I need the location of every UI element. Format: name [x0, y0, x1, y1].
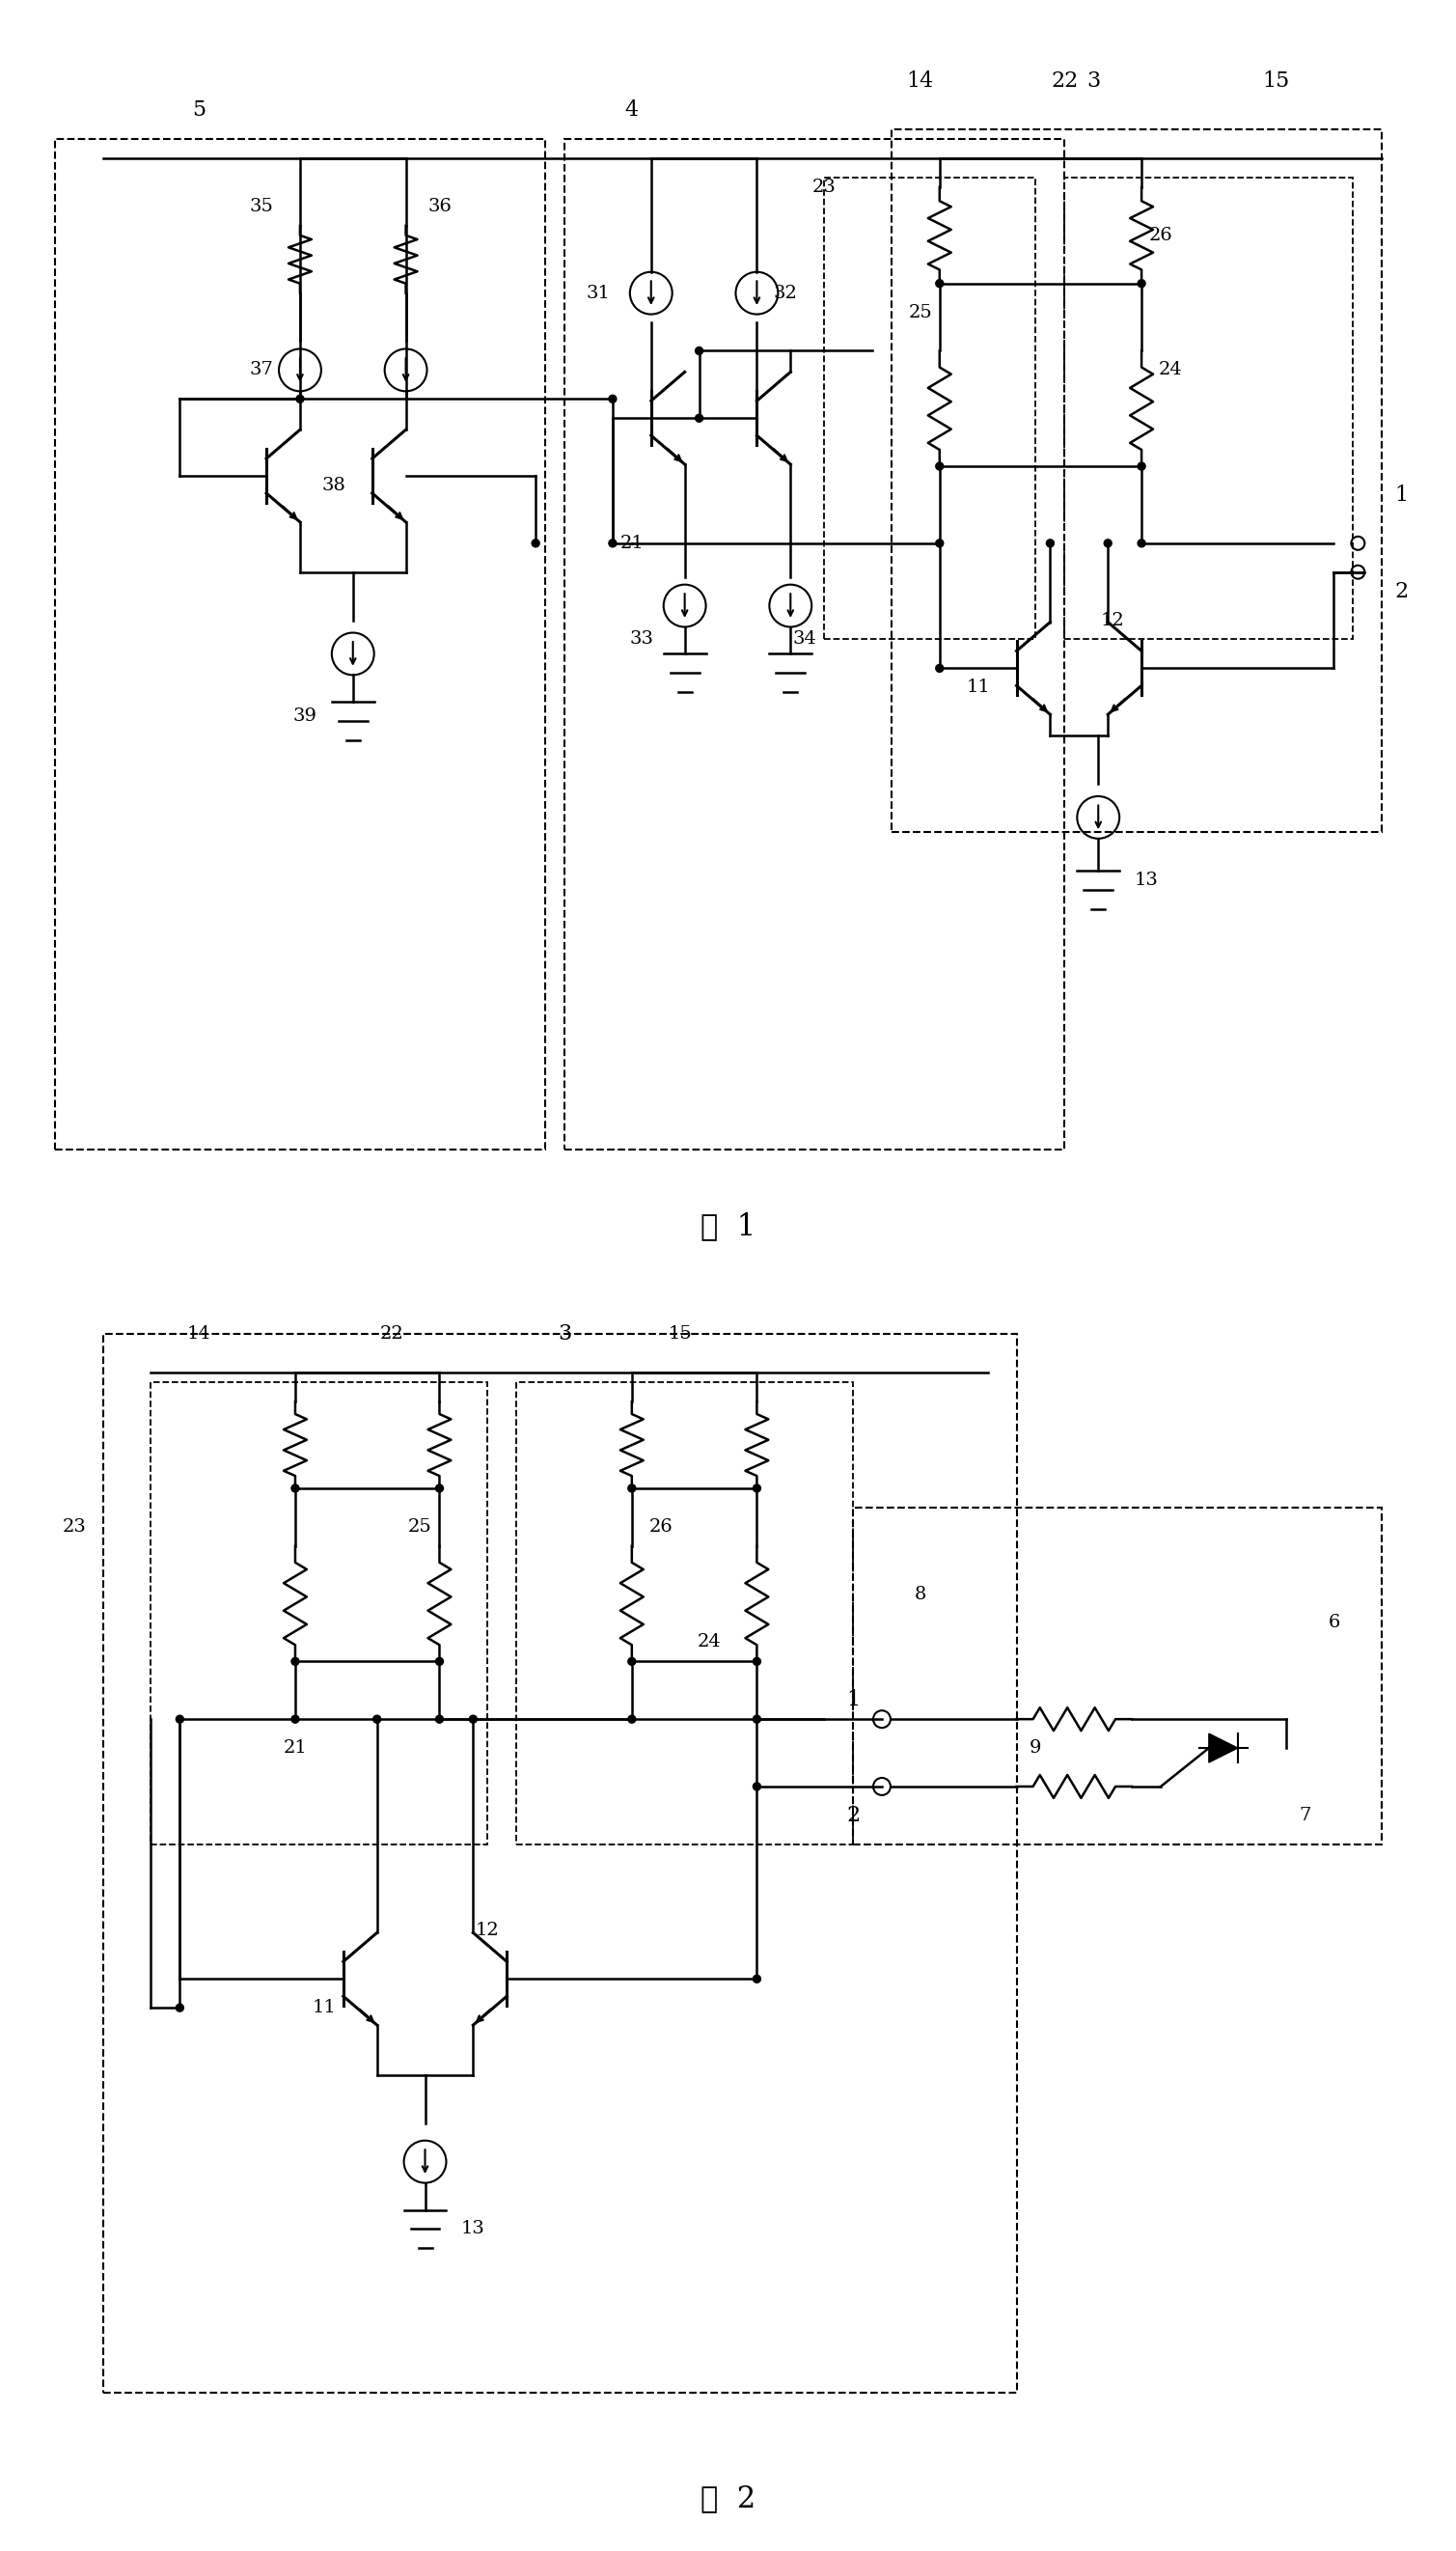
- Text: 24: 24: [697, 1633, 721, 1650]
- Text: 15: 15: [668, 1327, 692, 1342]
- Text: 33: 33: [629, 630, 654, 648]
- Circle shape: [609, 395, 616, 403]
- Text: 21: 21: [284, 1740, 307, 1758]
- Circle shape: [435, 1658, 443, 1666]
- Text: 22: 22: [1051, 71, 1079, 92]
- Circle shape: [936, 663, 943, 671]
- Text: 3: 3: [558, 1324, 571, 1344]
- Bar: [55, 140, 545, 1151]
- Text: 36: 36: [428, 199, 451, 214]
- Text: 5: 5: [192, 99, 205, 120]
- Text: 37: 37: [249, 362, 274, 378]
- Circle shape: [291, 1714, 298, 1722]
- Bar: [103, 1334, 1016, 2393]
- Text: 图  1: 图 1: [700, 1212, 756, 1242]
- Circle shape: [936, 462, 943, 469]
- Circle shape: [296, 395, 304, 403]
- Circle shape: [531, 538, 540, 546]
- Text: 12: 12: [1101, 612, 1124, 630]
- Text: 24: 24: [1159, 362, 1182, 378]
- Text: 11: 11: [312, 2000, 336, 2015]
- Circle shape: [753, 1658, 760, 1666]
- Text: 12: 12: [476, 1921, 499, 1939]
- Bar: [565, 140, 1064, 1151]
- Bar: [151, 1383, 488, 1844]
- Circle shape: [936, 538, 943, 546]
- Text: 13: 13: [462, 2219, 485, 2237]
- Text: 图  2: 图 2: [700, 2485, 756, 2513]
- Polygon shape: [1208, 1735, 1238, 1763]
- Text: 9: 9: [1029, 1740, 1042, 1758]
- Circle shape: [696, 413, 703, 421]
- Circle shape: [753, 1974, 760, 1982]
- Circle shape: [1047, 538, 1054, 546]
- Text: 14: 14: [188, 1327, 211, 1342]
- Text: 23: 23: [63, 1518, 86, 1536]
- Text: 2: 2: [846, 1804, 860, 1827]
- Text: 25: 25: [408, 1518, 432, 1536]
- Text: 35: 35: [249, 199, 274, 214]
- Text: 1: 1: [846, 1689, 860, 1712]
- Text: 38: 38: [322, 477, 345, 495]
- Text: 23: 23: [812, 179, 836, 196]
- Circle shape: [1137, 281, 1146, 288]
- Circle shape: [753, 1714, 760, 1722]
- Text: 7: 7: [1299, 1806, 1310, 1824]
- Text: 8: 8: [914, 1584, 926, 1602]
- Text: 26: 26: [1149, 227, 1172, 245]
- Circle shape: [435, 1485, 443, 1492]
- Text: 1: 1: [1395, 485, 1408, 505]
- Text: 21: 21: [620, 536, 644, 551]
- Circle shape: [696, 347, 703, 355]
- Text: 39: 39: [293, 707, 317, 724]
- Bar: [1064, 179, 1353, 640]
- Text: 31: 31: [587, 283, 610, 301]
- Circle shape: [753, 1783, 760, 1791]
- Bar: [853, 1508, 1382, 1844]
- Bar: [824, 179, 1035, 640]
- Circle shape: [291, 1485, 298, 1492]
- Text: 11: 11: [967, 679, 990, 696]
- Text: 4: 4: [625, 99, 639, 120]
- Circle shape: [1137, 538, 1146, 546]
- Circle shape: [291, 1658, 298, 1666]
- Circle shape: [628, 1714, 636, 1722]
- Circle shape: [753, 1485, 760, 1492]
- Circle shape: [1104, 538, 1112, 546]
- Text: 2: 2: [1395, 582, 1408, 602]
- Circle shape: [176, 1714, 183, 1722]
- Circle shape: [469, 1714, 478, 1722]
- Circle shape: [609, 538, 616, 546]
- Text: 3: 3: [1086, 71, 1101, 92]
- Text: 6: 6: [1328, 1615, 1340, 1633]
- Circle shape: [176, 2005, 183, 2013]
- Text: 32: 32: [773, 283, 798, 301]
- Bar: [891, 130, 1382, 832]
- Text: 25: 25: [909, 304, 932, 321]
- Circle shape: [1137, 462, 1146, 469]
- Text: 22: 22: [380, 1327, 403, 1342]
- Circle shape: [373, 1714, 381, 1722]
- Text: 13: 13: [1134, 872, 1159, 888]
- Text: 14: 14: [907, 71, 933, 92]
- Circle shape: [936, 281, 943, 288]
- Circle shape: [628, 1485, 636, 1492]
- Bar: [517, 1383, 853, 1844]
- Text: 26: 26: [649, 1518, 673, 1536]
- Text: 34: 34: [794, 630, 817, 648]
- Circle shape: [628, 1658, 636, 1666]
- Text: 15: 15: [1262, 71, 1290, 92]
- Circle shape: [435, 1714, 443, 1722]
